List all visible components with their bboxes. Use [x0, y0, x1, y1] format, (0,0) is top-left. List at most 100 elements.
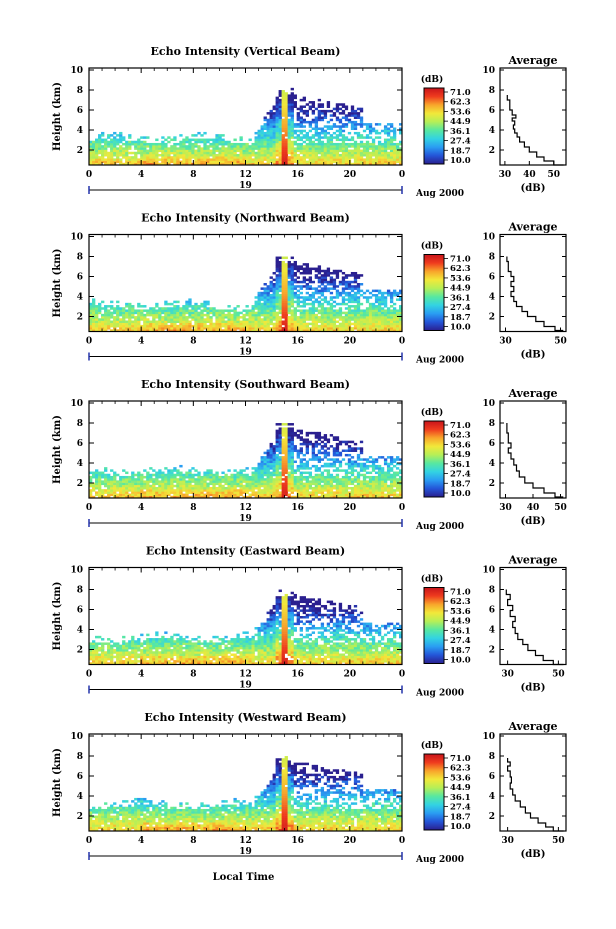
- heatmap-cell: [389, 151, 394, 155]
- heatmap-cell: [128, 329, 132, 332]
- heatmap-cell: [260, 469, 264, 472]
- heatmap-cell: [140, 311, 144, 315]
- heatmap-cell: [179, 151, 183, 155]
- heatmap-cell: [359, 149, 364, 153]
- heatmap-cell: [239, 147, 243, 150]
- heatmap-cell: [335, 151, 340, 155]
- heatmap-cell: [194, 138, 198, 142]
- heatmap-cell: [113, 142, 117, 146]
- heatmap-cell: [149, 322, 153, 326]
- heatmap-cell: [398, 131, 403, 135]
- heatmap-cell: [143, 480, 147, 483]
- heatmap-cell: [143, 324, 147, 328]
- heatmap-cell: [110, 162, 114, 166]
- heatmap-cell: [143, 151, 147, 155]
- heatmap-cell: [131, 305, 135, 308]
- heatmap-cell: [95, 305, 99, 308]
- heatmap-cell: [164, 486, 168, 490]
- heatmap-cell: [221, 324, 225, 328]
- heatmap-cell: [248, 153, 252, 157]
- heatmap-cell: [392, 464, 397, 468]
- heatmap-cell: [260, 125, 264, 128]
- heatmap-cell: [335, 136, 340, 139]
- heatmap-cell: [338, 302, 343, 306]
- heatmap-cell: [362, 469, 367, 472]
- heatmap-cell: [296, 322, 300, 326]
- heatmap-cell: [377, 467, 382, 470]
- heatmap-cell: [158, 316, 162, 319]
- heatmap-cell: [218, 313, 222, 317]
- heatmap-cell: [140, 313, 144, 317]
- heatmap-cell: [305, 311, 309, 315]
- heatmap-cell: [326, 280, 331, 284]
- heatmap-cell: [278, 436, 282, 439]
- heatmap-cell: [284, 320, 288, 323]
- heatmap-cell: [104, 475, 108, 479]
- heatmap-cell: [89, 147, 93, 150]
- heatmap-cell: [308, 142, 313, 146]
- heatmap-cell: [347, 114, 352, 117]
- heatmap-cell: [296, 486, 300, 490]
- heatmap-cell: [338, 318, 343, 321]
- heatmap-cell: [359, 158, 364, 161]
- heatmap-cell: [203, 149, 207, 153]
- colorbar-tick-label: 10.0: [450, 323, 471, 333]
- heatmap-cell: [314, 495, 319, 499]
- heatmap-cell: [323, 287, 328, 290]
- heatmap-cell: [377, 327, 382, 330]
- heatmap-cell: [275, 491, 279, 494]
- heatmap-cell: [380, 311, 385, 315]
- heatmap-cell: [269, 136, 273, 139]
- heatmap-cell: [230, 318, 234, 321]
- heatmap-cell: [122, 482, 126, 486]
- heatmap-cell: [326, 125, 331, 128]
- heatmap-cell: [350, 313, 355, 317]
- heatmap-cell: [317, 140, 322, 144]
- heatmap-cell: [347, 153, 352, 157]
- heatmap-cell: [119, 307, 123, 310]
- heatmap-cell: [248, 138, 252, 142]
- heatmap-cell: [398, 309, 403, 312]
- heatmap-cell: [257, 318, 261, 321]
- heatmap-cell: [284, 480, 288, 483]
- heatmap-cell: [368, 493, 373, 497]
- heatmap-cell: [272, 460, 276, 464]
- heatmap-cell: [260, 142, 264, 146]
- heatmap-cell: [302, 271, 306, 275]
- heatmap-cell: [98, 136, 102, 139]
- heatmap-cell: [392, 475, 397, 479]
- heatmap-cell: [155, 482, 159, 486]
- heatmap-cell: [278, 327, 282, 330]
- heatmap-cell: [314, 440, 319, 444]
- heatmap-cell: [323, 318, 328, 321]
- heatmap-cell: [317, 449, 322, 452]
- heatmap-cell: [377, 149, 382, 153]
- heatmap-cell: [92, 149, 96, 153]
- colorbar-tick-label: 27.4: [450, 303, 471, 313]
- heatmap-cell: [242, 309, 246, 312]
- heatmap-cell: [278, 160, 282, 164]
- heatmap-cell: [332, 327, 337, 330]
- heatmap-cell: [368, 329, 373, 332]
- heatmap-cell: [209, 329, 213, 332]
- heatmap-cell: [299, 471, 303, 475]
- heatmap-cell: [398, 471, 403, 475]
- heatmap-cell: [272, 107, 276, 111]
- heatmap-cell: [347, 294, 352, 297]
- heatmap-cell: [344, 118, 349, 122]
- heatmap-cell: [338, 469, 343, 472]
- heatmap-cell: [302, 440, 306, 444]
- heatmap-cell: [296, 149, 300, 153]
- heatmap-cell: [305, 495, 309, 499]
- heatmap-cell: [389, 478, 394, 481]
- heatmap-cell: [281, 109, 285, 113]
- heatmap-cell: [308, 271, 313, 275]
- heatmap-cell: [299, 109, 303, 113]
- heatmap-cell: [251, 493, 255, 497]
- heatmap-cell: [278, 285, 282, 288]
- heatmap-cell: [287, 305, 291, 308]
- heatmap-cell: [341, 322, 346, 326]
- heatmap-cell: [383, 484, 388, 488]
- heatmap-cell: [152, 153, 156, 157]
- heatmap-cell: [167, 486, 171, 490]
